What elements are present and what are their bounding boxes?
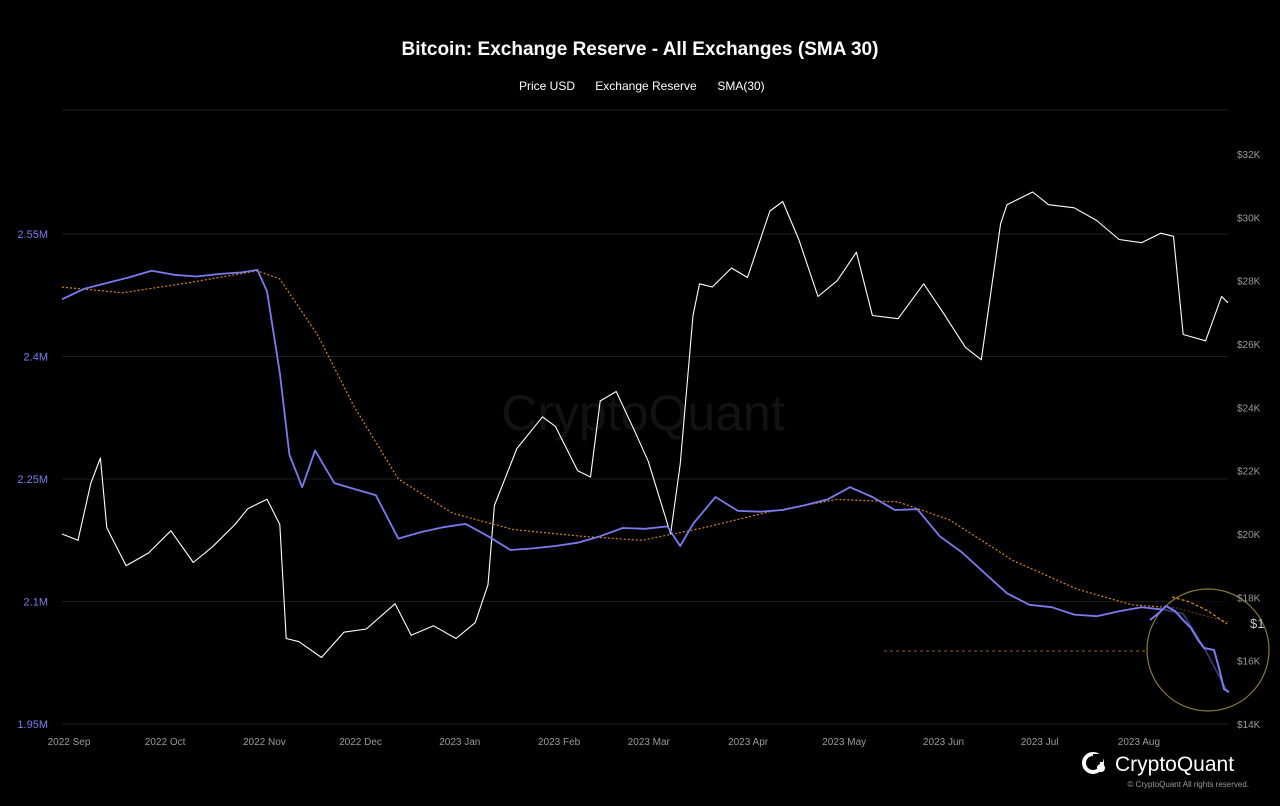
y-right-tick-label: $22K (1237, 467, 1261, 478)
x-axis: 2022 Sep 2022 Oct 2022 Nov 2022 Dec 2023 Jan… (48, 737, 1160, 748)
series-price-line (61, 191, 1229, 659)
x-tick-label: 2022 Oct (145, 737, 186, 748)
brand-logo: CryptoQuant © CryptoQuant All rights res… (1082, 752, 1250, 789)
legend-item-sma30[interactable]: SMA(30) (717, 79, 764, 93)
x-tick-label: 2022 Nov (243, 737, 286, 748)
x-tick-label: 2023 Jun (923, 737, 964, 748)
x-tick-label: 2023 Apr (728, 737, 769, 748)
annotation-circle (1146, 588, 1270, 712)
y-right-tick-label: $28K (1237, 277, 1261, 288)
magnifier-annotation: $1 (884, 588, 1270, 712)
y-left-tick-label: 2.25M (17, 474, 48, 486)
cryptoquant-logo-icon (1082, 752, 1105, 774)
series-sma30-line (61, 270, 1229, 623)
annotation-sma-zoom (1171, 596, 1228, 625)
y-right-tick-label: $14K (1237, 720, 1261, 731)
copyright-text: © CryptoQuant All rights reserved. (1128, 780, 1250, 789)
series-exchange-reserve-line (61, 268, 1229, 694)
y-right-tick-label: $24K (1237, 403, 1261, 414)
y-left-tick-label: 2.55M (17, 229, 48, 241)
y-left-tick-label: 2.4M (24, 352, 48, 364)
x-tick-label: 2022 Dec (339, 737, 382, 748)
y-right-tick-label: $20K (1237, 530, 1261, 541)
y-right-tick-label: $16K (1237, 657, 1261, 668)
x-tick-label: 2023 Mar (628, 737, 671, 748)
brand-name: CryptoQuant (1115, 753, 1234, 776)
series-layer (61, 191, 1229, 694)
legend-item-exchange-reserve[interactable]: Exchange Reserve (595, 79, 697, 93)
annotation-price-label: $1 (1250, 616, 1264, 631)
legend: Price USD Exchange Reserve SMA(30) (519, 79, 765, 93)
x-tick-label: 2023 Jul (1021, 737, 1059, 748)
x-tick-label: 2022 Sep (48, 737, 91, 748)
x-tick-label: 2023 May (822, 737, 866, 748)
x-tick-label: 2023 Jan (439, 737, 480, 748)
legend-item-price[interactable]: Price USD (519, 79, 575, 93)
chart-title: Bitcoin: Exchange Reserve - All Exchange… (402, 39, 879, 60)
watermark: CryptoQuant (501, 385, 785, 441)
y-right-tick-label: $30K (1237, 213, 1261, 224)
annotation-reserve-zoom (1149, 604, 1230, 693)
right-axis: $14K $16K $18K $20K $22K $24K $26K $28K $30K $32K (1237, 150, 1261, 731)
x-tick-label: 2023 Aug (1118, 737, 1160, 748)
y-right-tick-label: $32K (1237, 150, 1261, 161)
y-right-tick-label: $18K (1237, 593, 1261, 604)
left-axis: 1.95M 2.1M 2.25M 2.4M 2.55M (17, 229, 48, 731)
y-right-tick-label: $26K (1237, 340, 1261, 351)
gridlines (62, 109, 1228, 725)
x-tick-label: 2023 Feb (538, 737, 581, 748)
y-left-tick-label: 2.1M (24, 597, 48, 609)
y-left-tick-label: 1.95M (17, 719, 48, 731)
